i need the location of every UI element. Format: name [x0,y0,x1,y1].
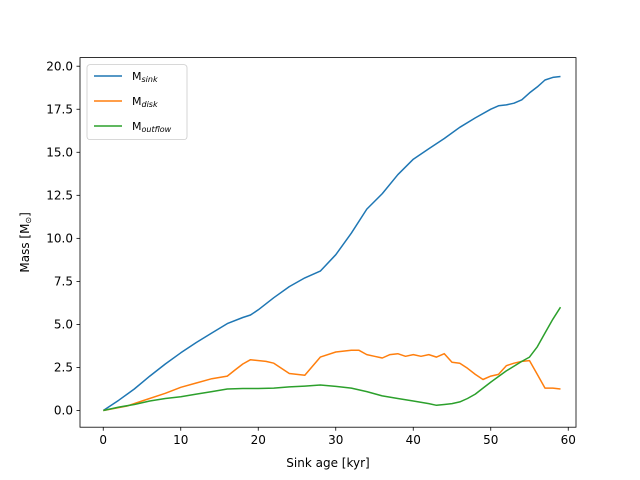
legend: Msink Mdisk Moutflow [86,64,188,140]
y-tick-label: 2.5 [54,361,73,375]
x-tick-label: 40 [406,433,421,447]
x-axis-ticks: 0 10 20 30 40 50 60 [99,427,576,447]
legend-box [86,64,188,140]
y-axis-label-main: Mass [M [18,224,32,273]
legend-label-disk: Mdisk [132,95,158,109]
y-tick-label: 7.5 [54,275,73,289]
y-axis-label: Mass [M⊙] [18,212,33,272]
x-tick-label: 30 [328,433,343,447]
series-line-outflow [103,306,562,412]
x-tick-label: 0 [99,433,107,447]
x-tick-label: 10 [173,433,188,447]
y-tick-label: 0.0 [54,404,73,418]
legend-label-outflow: Moutflow [132,120,172,134]
y-tick-label: 20.0 [46,59,73,73]
y-tick-label: 5.0 [54,318,73,332]
series-line-disk [103,349,561,412]
y-tick-label: 15.0 [46,145,73,159]
plot-frame [79,57,577,428]
y-tick-label: 10.0 [46,232,73,246]
x-axis-label: Sink age [kyr] [286,456,369,470]
series-line-sink [102,75,561,412]
x-tick-label: 50 [483,433,498,447]
legend-label-sink: Msink [132,70,158,84]
y-axis-label-sub: ⊙ [24,217,33,224]
plot-lines [102,75,562,412]
x-tick-label: 60 [561,433,576,447]
y-tick-label: 17.5 [46,102,73,116]
y-axis-label-end: ] [18,212,32,217]
y-axis-ticks: 0.0 2.5 5.0 7.5 10.0 12.5 15.0 17.5 20.0 [46,59,80,418]
y-tick-label: 12.5 [46,189,73,203]
x-tick-label: 20 [251,433,266,447]
